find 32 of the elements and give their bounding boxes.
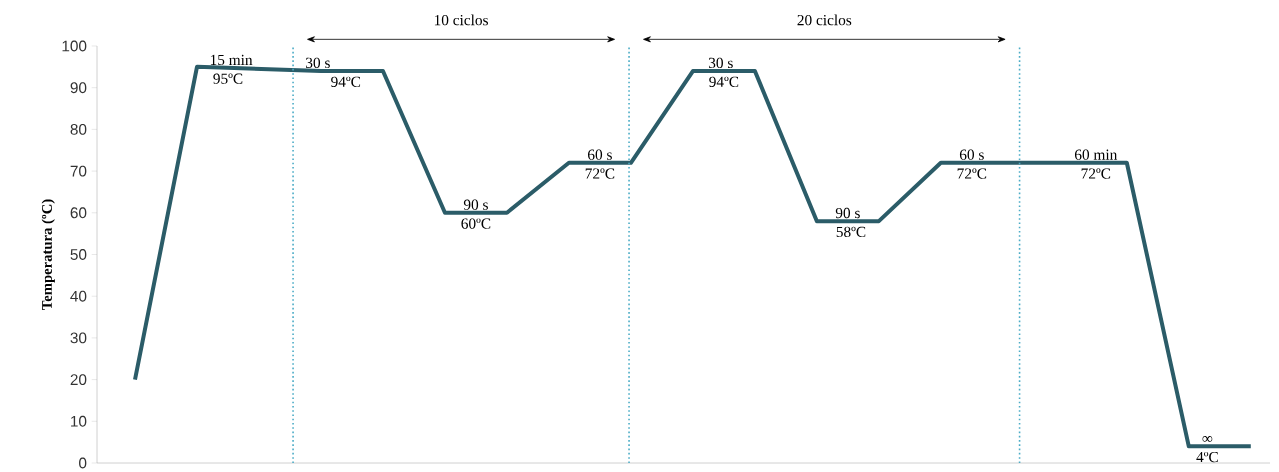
annotation: ∞ xyxy=(1202,436,1213,442)
annotation: 94ºC xyxy=(709,76,739,87)
y-tick-label: 30 xyxy=(70,332,87,344)
annotation: 72ºC xyxy=(957,168,987,179)
annotation: 30 s xyxy=(708,57,733,69)
annotation: 60ºC xyxy=(461,218,491,229)
y-tick-label: 60 xyxy=(70,207,87,219)
y-tick-label: 0 xyxy=(79,457,87,469)
annotation: 95ºC xyxy=(213,73,243,84)
annotation: 15 min xyxy=(210,54,253,66)
y-tick-label: 100 xyxy=(62,40,87,52)
y-tick-label: 50 xyxy=(70,249,87,260)
annotation: 30 s xyxy=(306,57,330,68)
annotation: 58ºC xyxy=(836,226,866,238)
annotation: 72ºC xyxy=(1081,168,1111,179)
y-tick-label: 70 xyxy=(70,165,87,177)
annotation: 94ºC xyxy=(331,76,361,87)
annotation: 60 min xyxy=(1074,149,1118,160)
y-tick-label: 80 xyxy=(70,123,87,135)
y-tick-label: 20 xyxy=(70,374,87,386)
annotation: 90 s xyxy=(835,207,860,219)
annotation: 90 s xyxy=(463,199,488,210)
y-tick-label: 10 xyxy=(71,415,87,427)
text: 20 ciclos xyxy=(797,14,852,26)
annotation: 60 s xyxy=(959,149,984,160)
annotation: 4ºC xyxy=(1196,451,1218,463)
text: 10 ciclos xyxy=(434,14,488,26)
y-axis-title: Temperatura (ºC) xyxy=(41,199,55,310)
annotation: 72ºC xyxy=(585,168,615,179)
y-tick-label: 90 xyxy=(70,82,87,94)
annotation: 60 s xyxy=(588,149,612,160)
y-tick-label: 40 xyxy=(70,290,87,302)
